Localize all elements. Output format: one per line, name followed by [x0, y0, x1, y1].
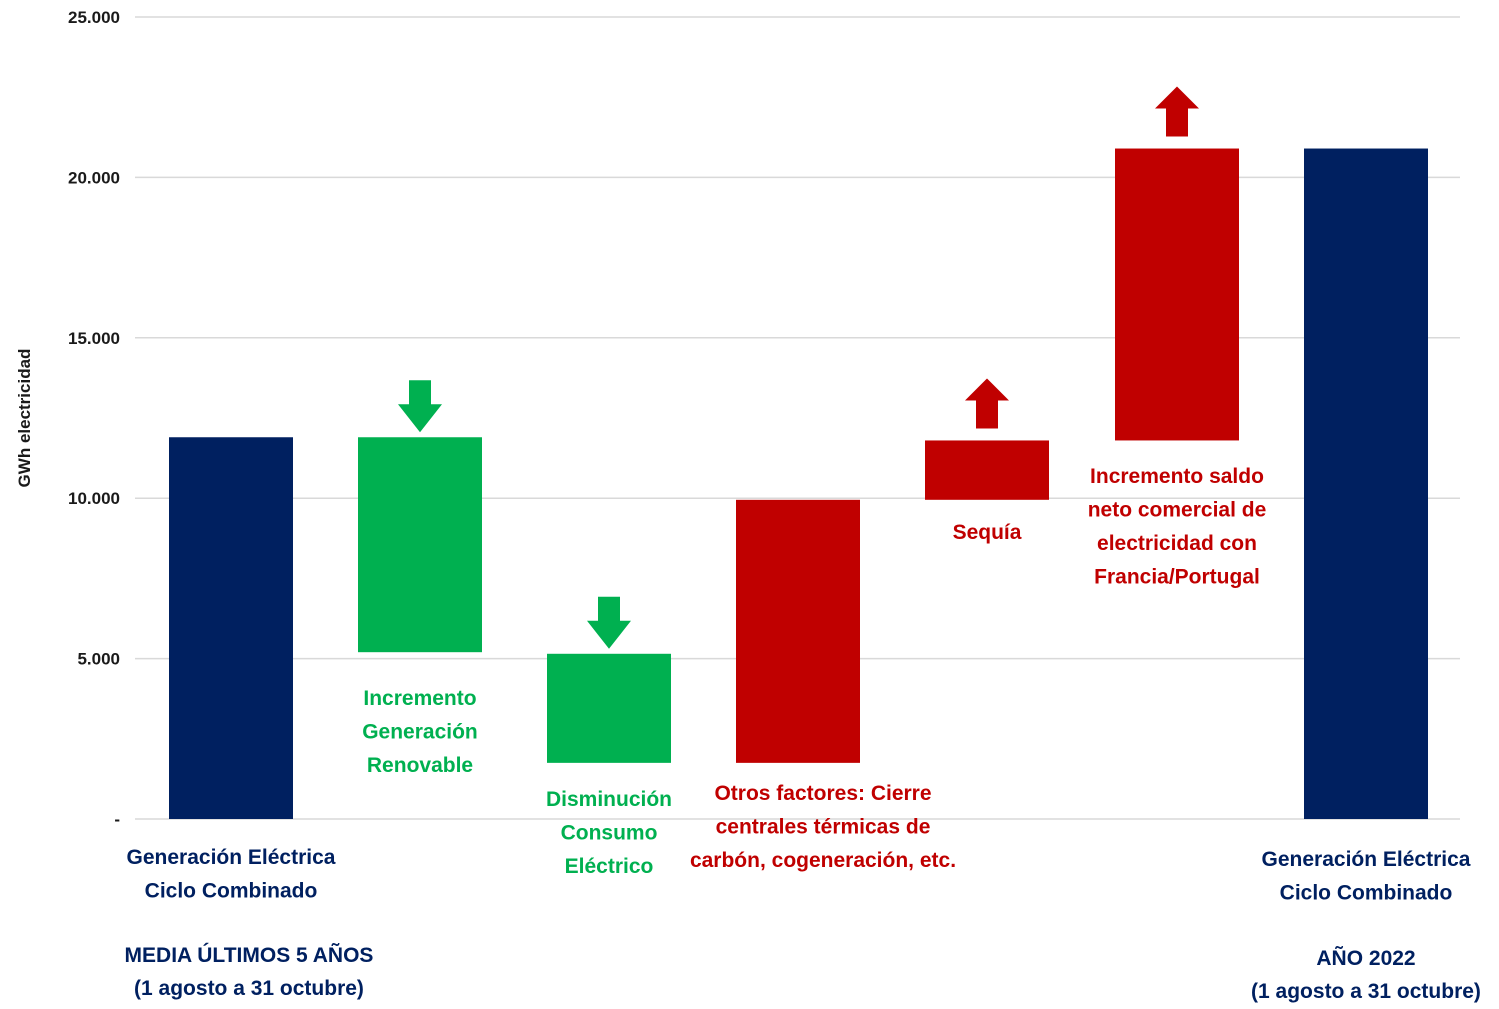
y-tick-label: 15.000: [68, 329, 120, 348]
down-arrow-icon: [587, 596, 631, 649]
bar-sequia: [925, 440, 1049, 500]
bar-label-consumo: Consumo: [561, 822, 658, 845]
bar-label-final: Generación Eléctrica: [1262, 848, 1471, 871]
bar-label-renovable: Renovable: [367, 754, 473, 777]
y-tick-label: -: [114, 810, 120, 829]
bar-label-saldo: Francia/Portugal: [1094, 566, 1260, 589]
y-axis: - 5.000 10.000 15.000 20.000 25.000: [68, 8, 120, 829]
y-axis-title: GWh electricidad: [15, 349, 34, 488]
bar-labels: Generación Eléctrica Ciclo Combinado MEDIA…: [125, 465, 1481, 1003]
down-arrow-icon: [398, 380, 442, 433]
period-label-base: MEDIA ÚLTIMOS 5 AÑOS: [125, 943, 374, 967]
period-label-base: (1 agosto a 31 octubre): [134, 977, 364, 1000]
bar-label-otros: centrales térmicas de: [716, 816, 931, 839]
bar-label-otros: carbón, cogeneración, etc.: [690, 849, 956, 872]
gridlines: [135, 16, 1460, 820]
bar-label-sequia: Sequía: [953, 521, 1022, 544]
bar-label-base: Ciclo Combinado: [145, 880, 318, 903]
period-label-final: AÑO 2022: [1316, 947, 1415, 970]
up-arrow-icon: [965, 378, 1009, 429]
period-label-final: (1 agosto a 31 octubre): [1251, 980, 1481, 1003]
bar-label-consumo: Eléctrico: [565, 855, 654, 878]
bar-label-saldo: Incremento saldo: [1090, 465, 1264, 488]
bar-final: [1304, 148, 1428, 819]
up-arrow-icon: [1155, 86, 1199, 137]
y-tick-label: 25.000: [68, 8, 120, 27]
bar-label-renovable: Incremento: [363, 687, 476, 710]
bar-label-renovable: Generación: [362, 721, 478, 744]
arrows: [398, 86, 1199, 649]
bar-label-otros: Otros factores: Cierre: [714, 782, 931, 805]
bar-saldo: [1115, 148, 1239, 441]
bar-label-saldo: neto comercial de: [1088, 499, 1267, 522]
bar-consumo: [547, 653, 671, 763]
bar-renovable: [358, 437, 482, 653]
bar-label-final: Ciclo Combinado: [1280, 882, 1453, 905]
y-tick-label: 20.000: [68, 168, 120, 187]
y-tick-label: 10.000: [68, 489, 120, 508]
bar-base: [169, 437, 293, 819]
bar-label-consumo: Disminución: [546, 788, 672, 811]
y-tick-label: 5.000: [77, 650, 120, 669]
bar-label-saldo: electricidad con: [1097, 532, 1257, 555]
bar-otros: [736, 499, 860, 763]
bar-label-base: Generación Eléctrica: [127, 846, 336, 869]
bars: [169, 148, 1428, 819]
